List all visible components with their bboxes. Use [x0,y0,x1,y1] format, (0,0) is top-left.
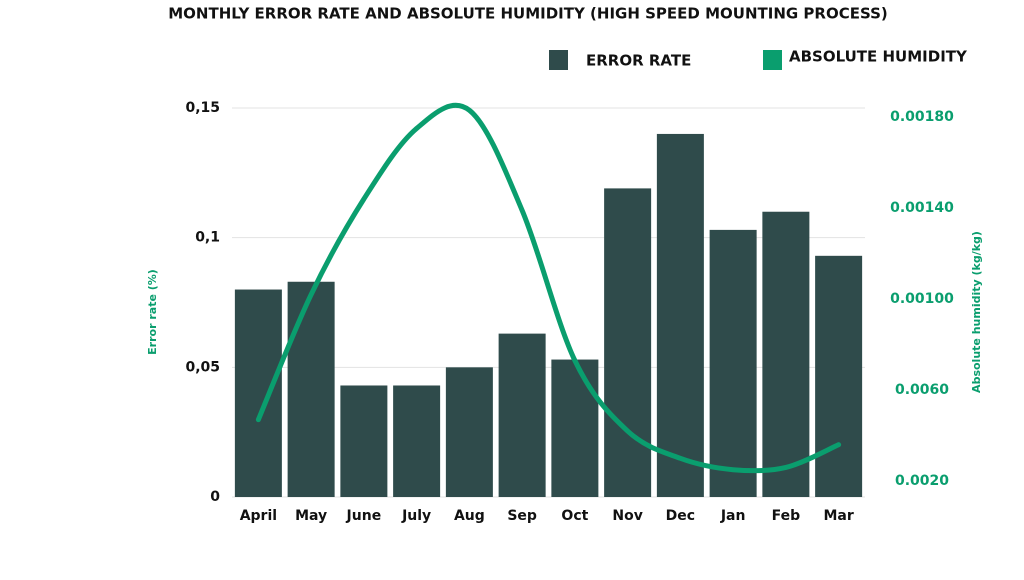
bar [762,211,810,497]
x-tick-label: May [295,508,327,524]
x-tick-label: Feb [772,508,801,524]
bar [709,229,757,498]
y2-axis-title: Absolute humidity (kg/kg) [970,231,983,393]
bar [551,359,599,497]
x-tick-label: Dec [666,508,695,524]
legend-label: ABSOLUTE HUMIDITY [789,48,968,66]
legend-label: ERROR RATE [586,52,691,70]
y-tick-label: 0,05 [185,359,220,375]
y2-tick-label: 0.00140 [890,200,954,216]
x-tick-label: Aug [454,508,485,524]
chart-title: MONTHLY ERROR RATE AND ABSOLUTE HUMIDITY… [168,5,888,23]
y2-tick-label: 0.00100 [890,291,954,307]
x-tick-label: Oct [561,508,588,524]
x-tick-label: Jan [720,508,746,524]
y-tick-label: 0,1 [195,230,220,246]
x-tick-label: Nov [612,508,642,524]
bar [445,367,493,497]
bar [604,188,652,498]
legend-swatch [549,50,568,70]
bar [815,255,863,497]
x-tick-label: June [346,508,382,524]
y2-tick-label: 0.0060 [895,382,949,398]
bar [498,333,546,497]
y-axis-title: Error rate (%) [146,269,159,355]
x-tick-label: April [240,508,277,524]
y-tick-label: 0,15 [185,100,220,116]
x-tick-label: Sep [507,508,537,524]
bar [393,385,441,497]
bar [656,133,704,497]
y-tick-label: 0 [210,489,220,505]
x-tick-label: July [401,508,431,524]
legend-swatch [763,50,782,70]
y2-tick-label: 0.00180 [890,109,954,125]
y2-tick-label: 0.0020 [895,473,949,489]
line [255,102,842,474]
x-tick-label: Mar [823,508,853,524]
bar [234,289,282,497]
bar [287,281,335,497]
bar [340,385,388,497]
